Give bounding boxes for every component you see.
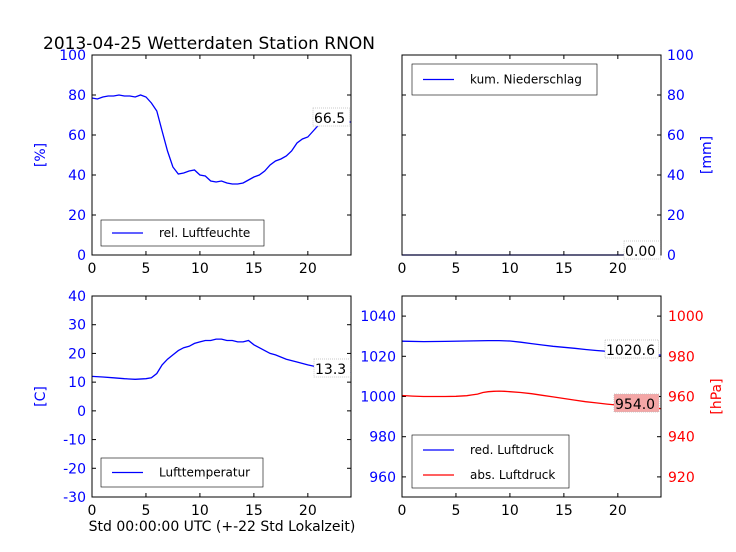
y-tick-label: 30 [68, 318, 86, 334]
y2-tick-label: 960 [668, 390, 695, 406]
plot-frame [401, 295, 662, 498]
x-tick-label: 15 [245, 261, 263, 277]
x-tick-label: 0 [398, 261, 407, 277]
y2-tick-label: 1000 [668, 309, 704, 325]
x-tick-label: 20 [609, 503, 627, 519]
series-line-0 [91, 338, 352, 380]
chart-panel-bottom-left: 0 5 10 15 20 -30 -20 -10 0 10 20 30 40 [C] Lufttempera… [33, 289, 352, 519]
x-tick-label: 10 [191, 261, 209, 277]
y2-tick-label: 940 [668, 430, 695, 446]
y-tick-label: 80 [667, 88, 685, 104]
series-line-1 [401, 390, 662, 410]
chart-panel-top-right: 0 5 10 15 20 0 20 40 60 80 100 [mm] kum. Niederschla… [398, 48, 715, 277]
y-tick-label: -30 [63, 490, 86, 506]
chart-panel-top-left: 0 5 10 15 20 0 20 40 60 80 100 [%] rel. Luftfeuchte 6… [33, 48, 352, 277]
y-axis-label: [%] [33, 143, 49, 167]
y-tick-label: 80 [68, 88, 86, 104]
y-tick-label: 1000 [360, 390, 396, 406]
x-tick-label: 20 [609, 261, 627, 277]
y-tick-label: 40 [667, 168, 685, 184]
legend-label: red. Luftdruck [470, 443, 554, 457]
last-value-label: 1020.6 [606, 343, 655, 359]
y-tick-label: 1040 [360, 309, 396, 325]
y-axis-label: [mm] [699, 136, 715, 174]
y-tick-label: -20 [63, 461, 86, 477]
y-tick-label: 20 [68, 208, 86, 224]
x-tick-label: 15 [555, 503, 573, 519]
y-tick-label: 60 [68, 128, 86, 144]
y-tick-label: 0 [667, 248, 676, 264]
x-tick-label: 20 [299, 261, 317, 277]
legend-label: kum. Niederschlag [470, 73, 582, 87]
figure-title: 2013-04-25 Wetterdaten Station RNON [43, 34, 375, 54]
last-value-label: 66.5 [314, 111, 345, 127]
series-line-0 [91, 94, 351, 185]
chart-panel-bottom-right: 0 5 10 15 20 960 980 1000 1020 1040 920 940 960 980 10… [360, 295, 725, 519]
x-tick-label: 5 [141, 261, 150, 277]
y-tick-label: 40 [68, 289, 86, 305]
plot-frame [91, 295, 352, 498]
last-value-label: 0.00 [625, 244, 656, 260]
y-tick-label: 20 [667, 208, 685, 224]
y2-tick-label: 920 [668, 470, 695, 486]
x-axis-label: Std 00:00:00 UTC (+-22 Std Lokalzeit) [89, 519, 356, 535]
y-tick-label: 100 [667, 48, 694, 64]
y-tick-label: 10 [68, 375, 86, 391]
legend-label: rel. Luftfeuchte [159, 226, 250, 240]
x-tick-label: 0 [88, 503, 97, 519]
last-value-label: 13.3 [315, 362, 346, 378]
last-value-label: 954.0 [615, 397, 655, 413]
y-tick-label: 1020 [360, 349, 396, 365]
x-tick-label: 15 [245, 503, 263, 519]
x-tick-label: 0 [398, 503, 407, 519]
y-tick-label: -10 [63, 433, 86, 449]
y2-axis-label: [hPa] [709, 378, 725, 414]
x-tick-label: 15 [555, 261, 573, 277]
value-label-box [613, 393, 660, 413]
y-tick-label: 960 [369, 470, 396, 486]
y-tick-label: 0 [77, 248, 86, 264]
value-label-box [604, 339, 659, 359]
y-tick-label: 0 [77, 404, 86, 420]
y-axis-label: [C] [33, 386, 49, 407]
y-tick-label: 20 [68, 346, 86, 362]
plot-frame [401, 54, 662, 256]
x-tick-label: 5 [141, 503, 150, 519]
x-tick-label: 10 [191, 503, 209, 519]
plot-frame [91, 54, 352, 256]
x-tick-label: 0 [88, 261, 97, 277]
value-label-box [312, 107, 350, 127]
y-tick-label: 40 [68, 168, 86, 184]
x-tick-label: 10 [501, 503, 519, 519]
x-tick-label: 20 [299, 503, 317, 519]
x-tick-label: 10 [501, 261, 519, 277]
value-label-box [313, 358, 351, 378]
legend-label: abs. Luftdruck [470, 468, 555, 482]
legend-label: Lufttemperatur [159, 466, 250, 480]
legend-box [411, 434, 570, 489]
x-tick-label: 5 [451, 503, 460, 519]
y2-tick-label: 980 [668, 349, 695, 365]
x-tick-label: 5 [451, 261, 460, 277]
y-tick-label: 100 [59, 48, 86, 64]
y-tick-label: 60 [667, 128, 685, 144]
y-tick-label: 980 [369, 430, 396, 446]
value-label-box [623, 240, 661, 260]
